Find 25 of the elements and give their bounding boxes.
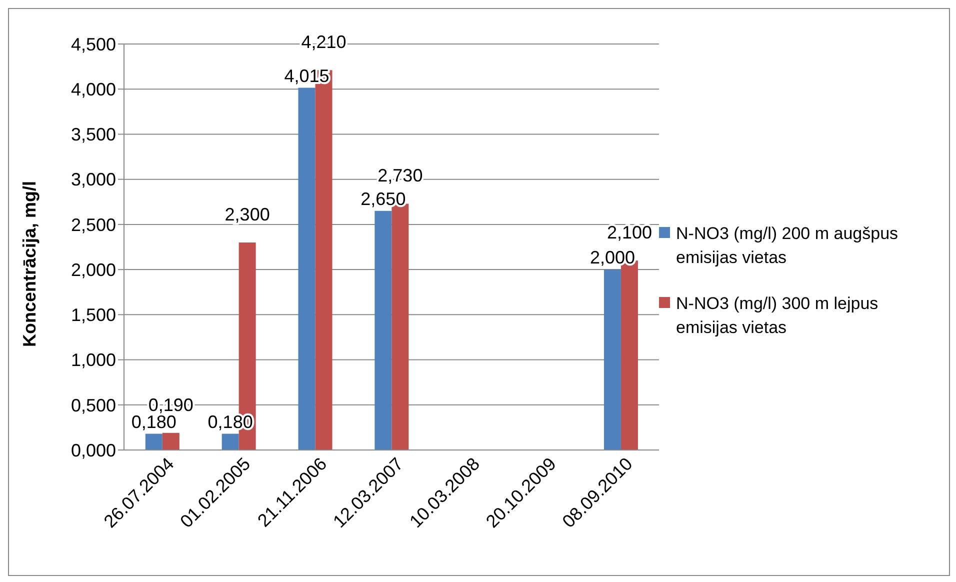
bar	[298, 88, 316, 450]
data-label: 2,300	[224, 204, 270, 224]
data-label: 2,000	[590, 248, 635, 268]
y-tick-label: 4,500	[70, 34, 116, 54]
y-tick-label: 0,000	[70, 440, 116, 460]
bar	[162, 432, 180, 450]
y-tick-label: 2,000	[70, 260, 116, 280]
legend-label: N-NO3 (mg/l) 200 m augšpus emisijas vietas	[676, 223, 900, 269]
y-tick-label: 1,000	[70, 350, 116, 370]
y-tick-label: 0,500	[70, 395, 116, 416]
data-label: 2,100	[606, 222, 652, 243]
bar	[604, 270, 621, 450]
y-tick-label: 2,500	[70, 214, 116, 235]
y-tick-label: 3,000	[70, 170, 116, 190]
data-label: 2,730	[378, 166, 423, 186]
bar	[145, 434, 162, 450]
bar	[374, 210, 392, 450]
data-label: 2,650	[360, 188, 406, 209]
legend-label: N-NO3 (mg/l) 300 m lejpus emisijas vietas	[676, 293, 880, 339]
bar	[222, 434, 239, 450]
y-tick-label: 4,000	[70, 80, 116, 100]
y-tick-label: 1,500	[70, 305, 116, 326]
data-label: 4,210	[301, 32, 346, 52]
y-axis-title: Koncentrācija, mg/l	[19, 180, 40, 347]
y-tick-label: 3,500	[70, 124, 116, 145]
